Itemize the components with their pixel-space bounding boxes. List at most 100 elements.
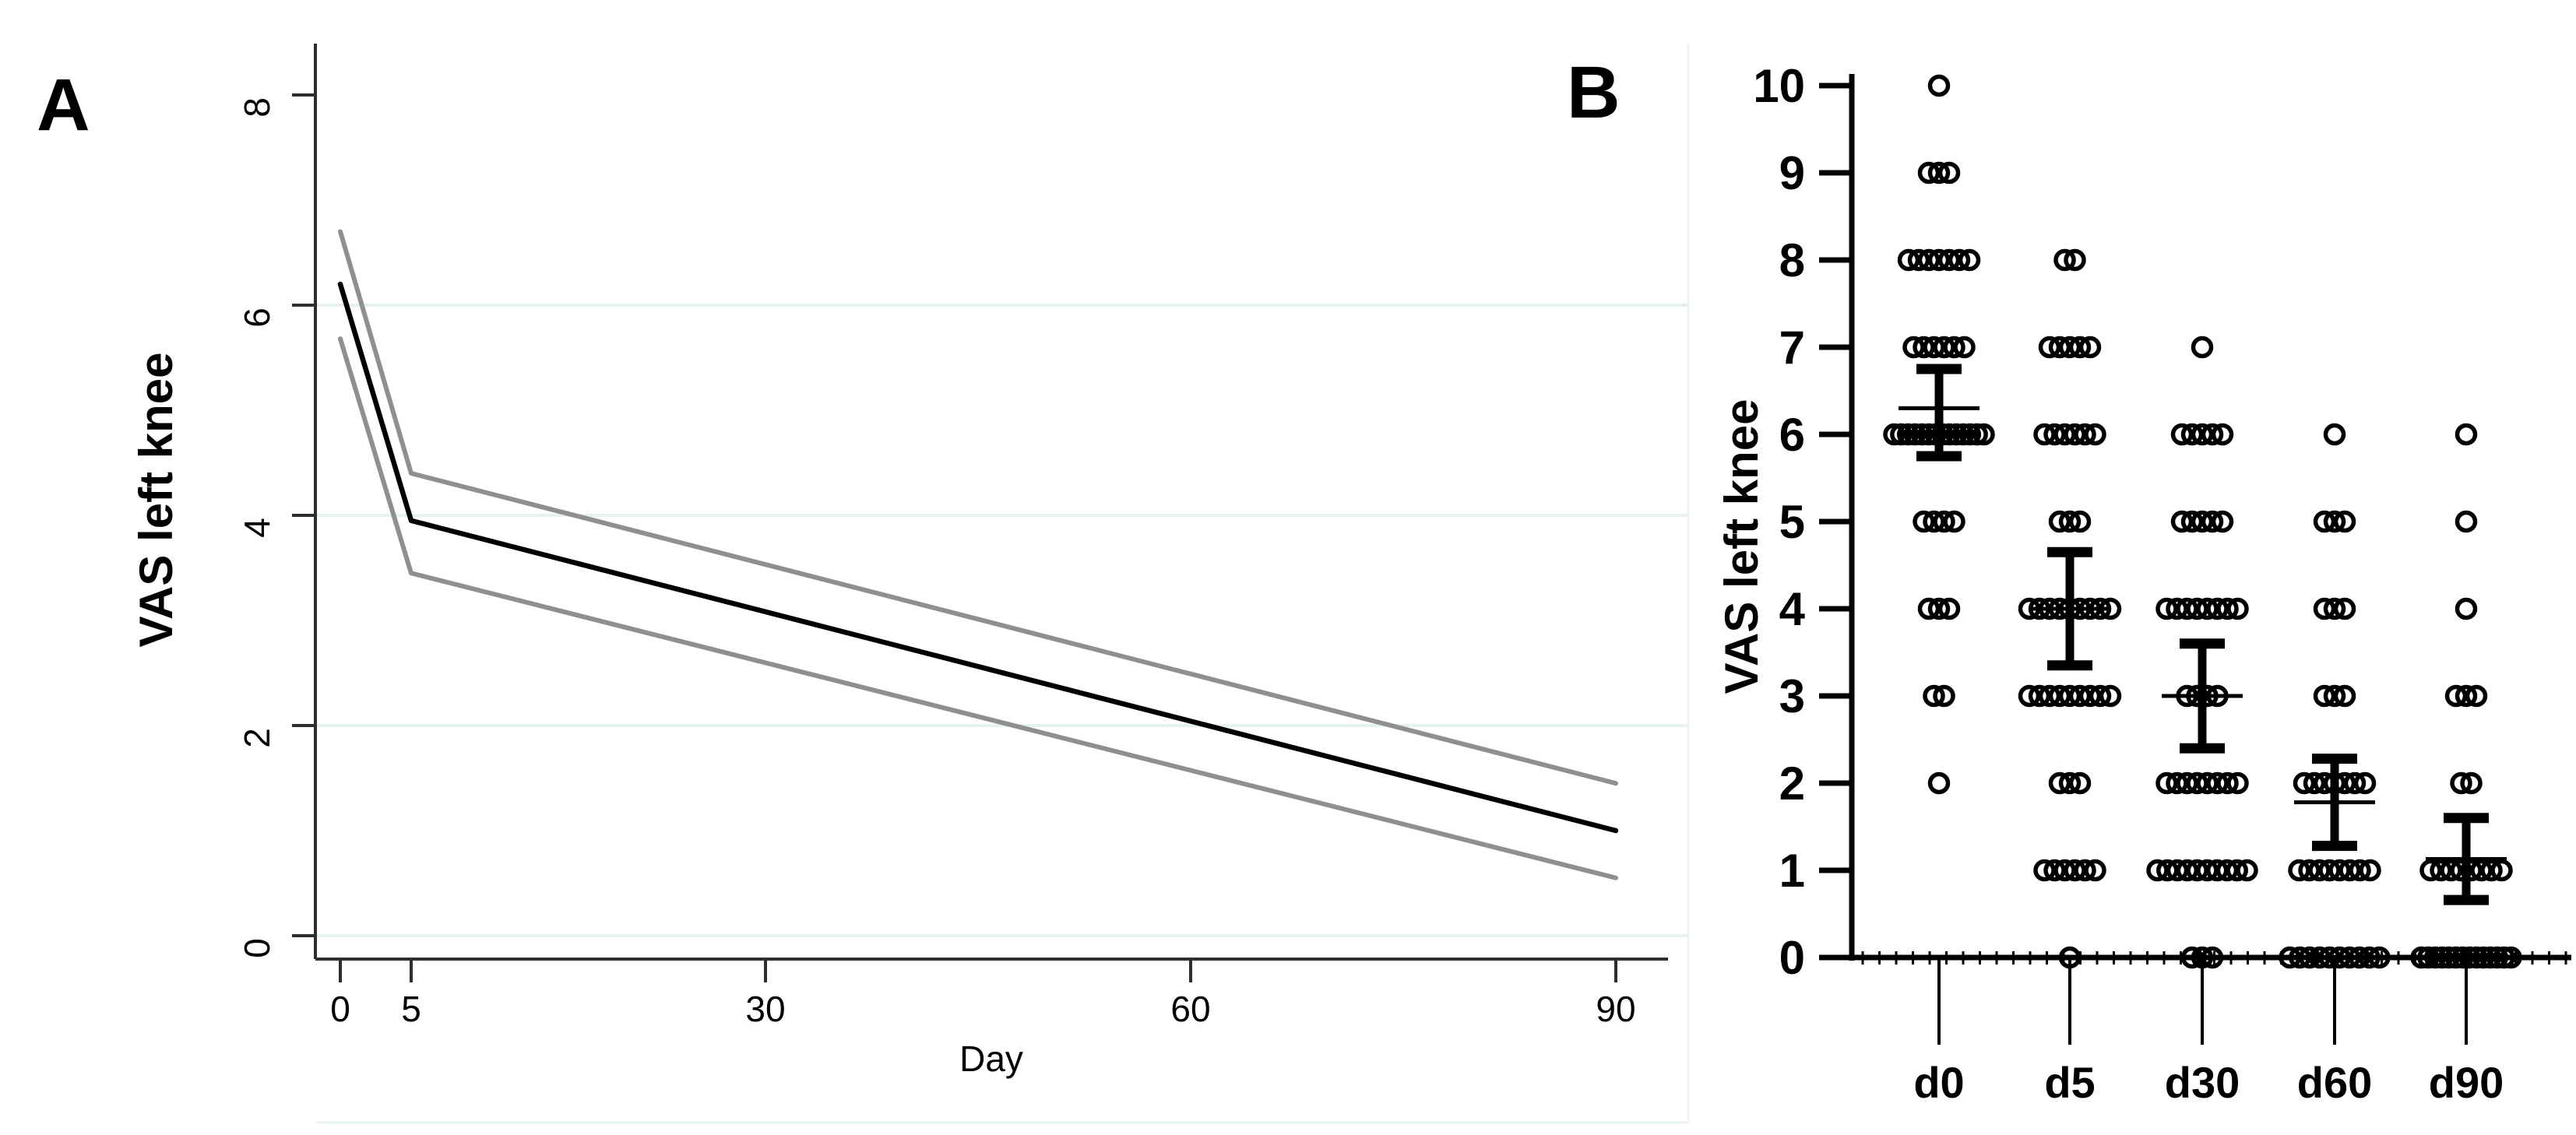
panel-b-y-axis-title: VAS left knee (1716, 399, 1768, 694)
panel-b-dot-d5-5 (2048, 510, 2071, 533)
panel-a-y-tick-label: 6 (237, 307, 277, 328)
panel-b-x-tick-label: d30 (2165, 1058, 2240, 1107)
panel-b-dot-d5-6 (2053, 423, 2076, 446)
panel-b-dot-d90-3 (2465, 684, 2488, 708)
panel-b-dot-d90-0 (2423, 946, 2447, 969)
panel-b-dot-d0-6 (1972, 423, 1995, 446)
panel-b-dot-d90-0 (2500, 946, 2522, 969)
panel-b-dot-d30-6 (2170, 423, 2194, 446)
panel-b-dot-d90-0 (2465, 946, 2488, 969)
panel-b-dot-d90-1 (2490, 859, 2513, 882)
panel-a-x-tick-label: 60 (1170, 989, 1210, 1029)
panel-b-y-tick-label: 9 (1779, 147, 1805, 199)
panel-b-dot-d90-0 (2458, 946, 2481, 969)
panel-b-dot-d30-5 (2180, 510, 2204, 533)
panel-b-dot-d0-7 (1923, 336, 1945, 359)
panel-b-x-tick-label: d5 (2044, 1058, 2095, 1107)
panel-b-dot-d0-7 (1943, 336, 1965, 359)
panel-b-dot-d60-5 (2313, 510, 2336, 533)
panel-b-dot-d0-4 (1917, 597, 1941, 620)
panel-b-dot-d30-4 (2196, 597, 2219, 620)
panel-b-dot-d0-10 (1927, 74, 1951, 97)
panel-b-dot-d0-4 (1937, 597, 1961, 620)
panel-b-dot-d30-2 (2196, 771, 2219, 795)
panel-a-line-lower-95ci (338, 336, 1618, 880)
panel-b-dot-d5-1 (2053, 859, 2076, 882)
panel-b-dot-d30-5 (2170, 510, 2194, 533)
panel-b-y-tick-label: 10 (1753, 60, 1805, 112)
panel-b-dot-d0-8 (1958, 248, 1981, 272)
panel-b-dot-d60-1 (2328, 859, 2351, 882)
panel-b-dot-d0-8 (1907, 248, 1930, 272)
panel-b-dot-d0-3 (1933, 684, 1955, 708)
panel-a-x-tick-label: 90 (1596, 989, 1635, 1029)
panel-b-dot-d0-6 (1951, 423, 1975, 446)
panel-b-dot-d30-0 (2191, 946, 2214, 969)
panel-b-dot-d0-9 (1937, 161, 1961, 184)
panel-b-dot-d90-0 (2444, 946, 2467, 969)
panel-b-dot-d60-4 (2313, 597, 2336, 620)
panel-b-dot-d0-5 (1913, 510, 1935, 533)
panel-b-dot-d5-7 (2048, 336, 2071, 359)
panel-b-dot-d0-7 (1933, 336, 1955, 359)
panel-b-dot-d30-1 (2226, 859, 2248, 882)
panel-b-dot-d90-0 (2430, 946, 2454, 969)
panel-b-y-tick-label: 6 (1779, 409, 1805, 461)
panel-b-dot-d30-4 (2226, 597, 2249, 620)
panel-b-dot-d5-1 (2064, 859, 2086, 882)
panel-a-line-upper-95ci (338, 229, 1618, 786)
panel-a-y-tick-label: 2 (237, 728, 277, 748)
panel-b-dot-d90-0 (2410, 946, 2433, 969)
panel-b-dot-d90-5 (2455, 510, 2478, 533)
panel-b-dot-d90-1 (2440, 859, 2462, 882)
panel-b-dot-d90-0 (2437, 946, 2461, 969)
panel-b-y-tick-label: 2 (1779, 757, 1805, 810)
panel-b-dot-d30-6 (2180, 423, 2204, 446)
panel-b-dot-d60-5 (2333, 510, 2356, 533)
panel-b-dot-d0-5 (1923, 510, 1945, 533)
panel-b-dot-d60-1 (2318, 859, 2341, 882)
panel-b-dot-d30-2 (2226, 771, 2249, 795)
panel-b-dot-d90-0 (2472, 946, 2495, 969)
panel-b-dot-d0-6 (1896, 423, 1920, 446)
panel-b-dot-d60-1 (2338, 859, 2361, 882)
panel-a-x-tick-label: 0 (330, 989, 350, 1029)
panel-b-dot-d5-1 (2074, 859, 2096, 882)
panel-b-dot-d30-4 (2166, 597, 2188, 620)
panel-b-dot-d30-4 (2216, 597, 2239, 620)
panel-b-dot-d5-2 (2058, 771, 2082, 795)
panel-b-y-tick-label: 5 (1779, 496, 1805, 548)
panel-b-dot-d60-2 (2353, 771, 2377, 795)
panel-b-dot-d0-8 (1897, 248, 1920, 272)
panel-b-dot-d30-0 (2180, 946, 2204, 969)
panel-b-dot-d30-4 (2186, 597, 2208, 620)
panel-b-dot-d0-7 (1913, 336, 1935, 359)
panel-b-dot-d5-7 (2038, 336, 2061, 359)
panel-b-letter: B (1567, 51, 1621, 134)
panel-b-dot-d30-2 (2216, 771, 2239, 795)
panel-b-dot-d60-0 (2368, 946, 2391, 969)
panel-b-y-tick-label: 0 (1779, 932, 1805, 984)
panel-b-dot-d5-3 (2089, 684, 2112, 708)
panel-b-dot-d30-6 (2211, 423, 2234, 446)
panel-b-dot-d0-2 (1927, 771, 1951, 795)
panel-b-dot-d0-6 (1910, 423, 1934, 446)
panel-a-letter: A (37, 64, 90, 146)
panel-a-y-tick-label: 4 (237, 518, 277, 538)
panel-b-dot-d90-4 (2455, 597, 2478, 620)
panel-b-dot-d5-3 (2078, 684, 2102, 708)
panel-a-y-axis-title: VAS left knee (130, 352, 182, 648)
panel-b-dot-d0-6 (1883, 423, 1906, 446)
panel-b-dot-d5-7 (2058, 336, 2082, 359)
panel-b-dot-d0-8 (1927, 248, 1951, 272)
panel-b-dot-d90-0 (2479, 946, 2502, 969)
panel-b-dot-d60-3 (2323, 684, 2346, 708)
panel-b-dot-d90-0 (2493, 946, 2515, 969)
panel-b-dot-d60-1 (2288, 859, 2310, 882)
panel-b-dot-d60-4 (2333, 597, 2356, 620)
panel-b-dot-d90-0 (2451, 946, 2474, 969)
panel-b-dot-d30-4 (2206, 597, 2229, 620)
panel-b-dot-d0-3 (1923, 684, 1945, 708)
panel-b-dot-d0-6 (1890, 423, 1913, 446)
